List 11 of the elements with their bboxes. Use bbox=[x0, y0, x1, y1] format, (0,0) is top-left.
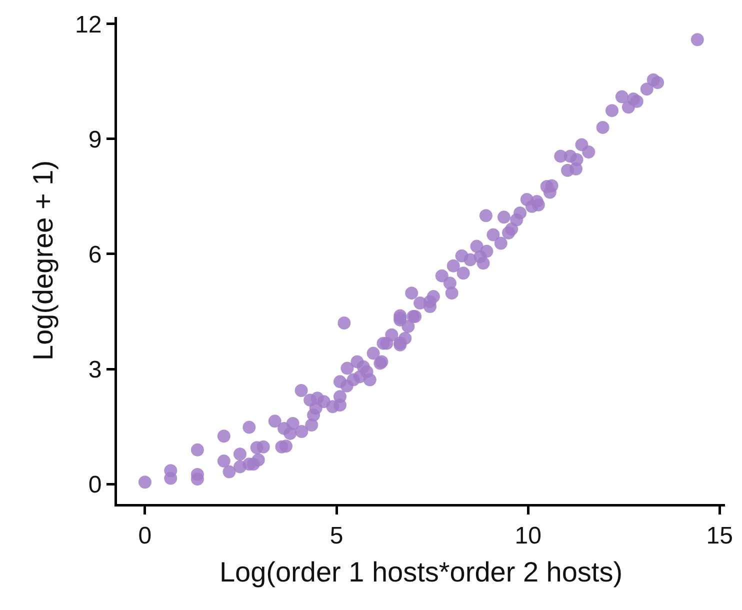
y-axis-title: Log(degree + 1) bbox=[27, 160, 58, 361]
x-tick-label: 10 bbox=[514, 522, 542, 550]
x-tick-label: 0 bbox=[138, 522, 152, 550]
y-tick-label: 12 bbox=[74, 11, 102, 38]
y-tick-label: 6 bbox=[88, 241, 102, 268]
x-tick-label: 15 bbox=[706, 522, 733, 550]
y-tick-label: 0 bbox=[88, 471, 102, 498]
x-tick-label: 5 bbox=[330, 522, 344, 550]
x-axis-title: Log(order 1 hosts*order 2 hosts) bbox=[219, 556, 623, 588]
y-tick-label: 9 bbox=[88, 126, 102, 154]
y-tick-label: 3 bbox=[88, 356, 102, 384]
